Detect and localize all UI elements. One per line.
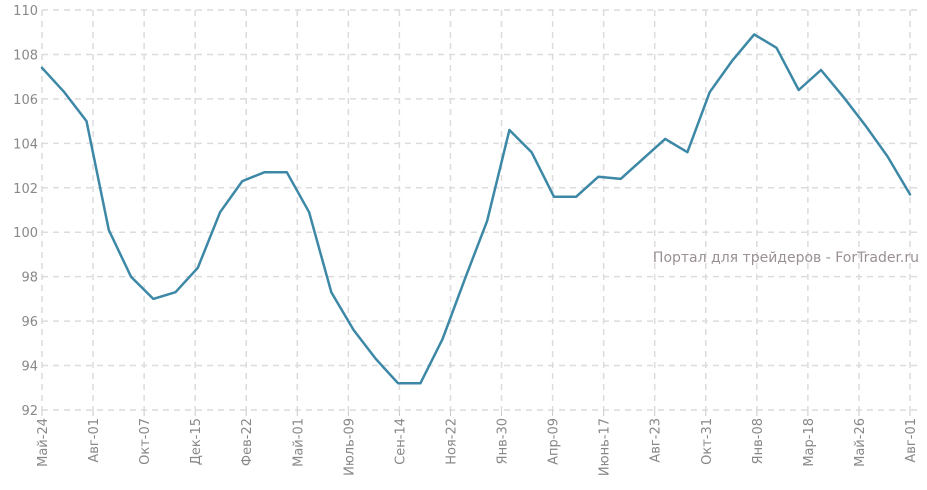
x-tick-label: Май-26 — [853, 418, 868, 467]
x-tick-label: Сен-14 — [393, 418, 408, 465]
x-tick-label: Авг-23 — [649, 418, 664, 463]
x-tick-label: Янв-30 — [496, 418, 511, 464]
x-tick-label: Фев-22 — [240, 418, 255, 466]
x-tick-label: Мар-18 — [802, 418, 817, 467]
x-tick-label: Ноя-22 — [444, 418, 459, 465]
x-tick-label: Окт-07 — [138, 418, 153, 465]
y-tick-label: 100 — [13, 226, 38, 241]
y-tick-label: 94 — [21, 360, 38, 375]
x-tick-label: Окт-31 — [700, 418, 715, 465]
x-axis-ticks: Май-24 Авг-01 Окт-07 Дек-15 Фев-22 Май-01 Июль… — [36, 410, 919, 476]
y-tick-label: 92 — [21, 404, 38, 419]
x-tick-label: Май-01 — [291, 418, 306, 467]
x-tick-label: Июнь-17 — [598, 418, 613, 476]
x-tick-label: Июль-09 — [342, 418, 357, 476]
y-tick-label: 106 — [13, 93, 38, 108]
y-tick-label: 98 — [21, 271, 38, 286]
y-tick-label: 104 — [13, 137, 38, 152]
watermark-text: Портал для трейдеров - ForTrader.ru — [653, 250, 919, 266]
grid — [41, 9, 922, 411]
x-tick-label: Апр-09 — [547, 418, 562, 465]
x-tick-label: Янв-08 — [751, 418, 766, 464]
x-tick-label: Авг-01 — [904, 418, 919, 463]
series-line — [40, 33, 912, 385]
x-tick-label: Дек-15 — [189, 418, 204, 465]
y-tick-label: 102 — [13, 182, 38, 197]
y-tick-label: 96 — [21, 315, 38, 330]
y-tick-label: 110 — [13, 4, 38, 19]
x-tick-label: Авг-01 — [87, 418, 102, 463]
x-tick-label: Май-24 — [36, 418, 51, 467]
y-tick-label: 108 — [13, 48, 38, 63]
y-axis-ticks: 92 94 96 98 100 102 104 106 108 110 — [13, 4, 38, 419]
